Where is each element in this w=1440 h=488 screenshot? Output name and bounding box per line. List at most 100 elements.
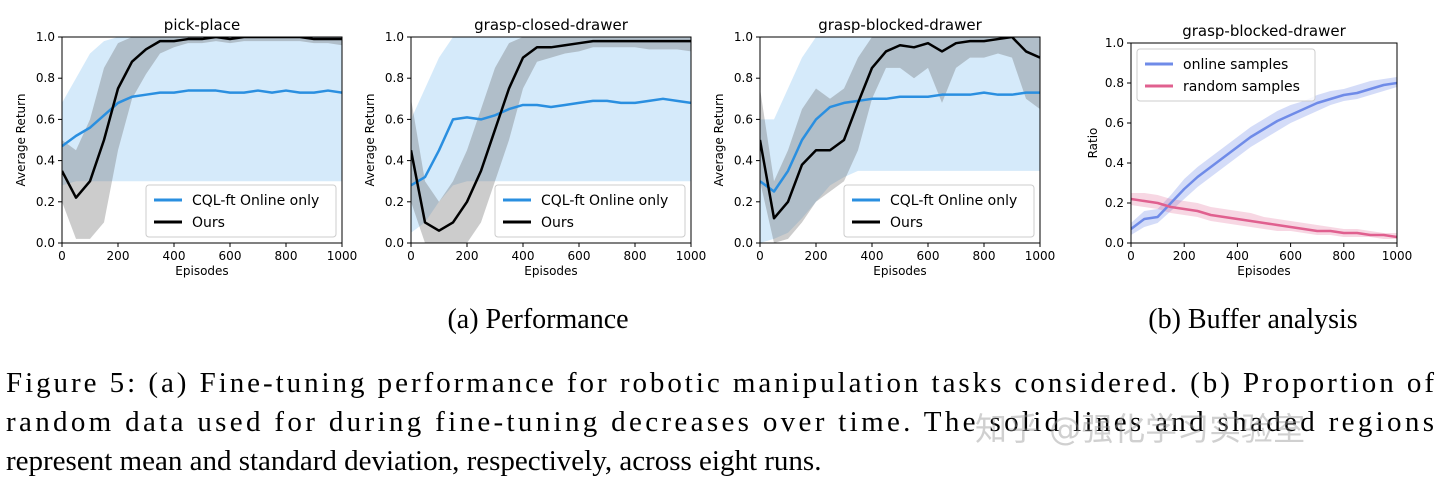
- mean-line: [411, 97, 691, 187]
- std-band: [62, 37, 342, 186]
- std-band: [62, 37, 342, 239]
- y-axis-label: Average Return: [712, 94, 726, 187]
- x-tick-label: 200: [107, 249, 130, 263]
- y-tick-label: 0.2: [734, 195, 753, 209]
- y-tick-label: 0.0: [734, 236, 753, 250]
- y-tick-label: 0.8: [36, 71, 55, 85]
- std-band: [760, 37, 1040, 243]
- mean-line: [62, 89, 342, 148]
- x-tick-label: 800: [1332, 249, 1355, 263]
- mean-line: [760, 91, 1040, 193]
- chart-title: grasp-blocked-drawer: [818, 16, 982, 34]
- chart-title: grasp-closed-drawer: [474, 16, 629, 34]
- y-tick-label: 0.2: [1105, 196, 1124, 210]
- y-tick-label: 0.0: [385, 236, 404, 250]
- y-tick-label: 1.0: [36, 30, 55, 44]
- x-axis-label: Episodes: [524, 264, 577, 278]
- x-tick-label: 800: [624, 249, 647, 263]
- y-tick-label: 0.4: [1105, 156, 1124, 170]
- subcaption: (b) Buffer analysis: [1148, 304, 1357, 335]
- std-band: [411, 37, 691, 233]
- plot-frame: [759, 36, 1041, 244]
- x-tick-label: 1000: [1025, 249, 1056, 263]
- mean-line: [1131, 81, 1397, 230]
- legend-box: [843, 184, 1035, 238]
- x-tick-label: 200: [805, 249, 828, 263]
- x-tick-label: 800: [973, 249, 996, 263]
- y-tick-label: 0.0: [36, 236, 55, 250]
- legend-label: CQL-ft Online only: [541, 193, 668, 209]
- y-tick-label: 0.8: [1105, 76, 1124, 90]
- y-tick-label: 0.8: [385, 71, 404, 85]
- x-tick-label: 200: [1173, 249, 1196, 263]
- legend-label: random samples: [1183, 79, 1300, 95]
- x-tick-label: 1000: [327, 249, 358, 263]
- x-tick-label: 600: [917, 249, 940, 263]
- chart: grasp-closed-drawer Episodes Average Retur…: [363, 16, 706, 278]
- x-tick-label: 600: [1279, 249, 1302, 263]
- y-tick-label: 0.6: [734, 112, 753, 126]
- mean-line: [62, 37, 342, 199]
- y-axis-label: Average Return: [14, 94, 28, 187]
- mean-line: [760, 37, 1040, 220]
- y-tick-label: 1.0: [385, 30, 404, 44]
- caption-line: Figure 5: (a) Fine-tuning performance fo…: [6, 367, 1434, 399]
- y-tick-label: 0.6: [1105, 116, 1124, 130]
- y-tick-label: 0.4: [385, 154, 404, 168]
- plot-frame: [410, 36, 692, 244]
- x-tick-label: 1000: [676, 249, 707, 263]
- chart: grasp-blocked-drawer Episodes Average Retu…: [712, 16, 1055, 278]
- plot-frame: [1130, 42, 1398, 244]
- x-tick-label: 400: [512, 249, 535, 263]
- caption-line: represent mean and standard deviation, r…: [6, 445, 821, 477]
- std-band: [411, 37, 691, 243]
- legend-box: [1136, 48, 1316, 102]
- y-tick-label: 0.2: [385, 195, 404, 209]
- x-tick-label: 0: [1127, 249, 1135, 263]
- chart-title: grasp-blocked-drawer: [1182, 22, 1346, 40]
- y-tick-label: 0.2: [36, 195, 55, 209]
- x-tick-label: 0: [407, 249, 415, 263]
- x-axis-label: Episodes: [873, 264, 926, 278]
- x-tick-label: 600: [219, 249, 242, 263]
- legend-label: CQL-ft Online only: [890, 193, 1017, 209]
- chart-title: pick-place: [164, 16, 240, 34]
- legend-label: Ours: [541, 215, 574, 231]
- legend-label: Ours: [192, 215, 225, 231]
- x-tick-label: 1000: [1382, 249, 1413, 263]
- legend-label: Ours: [890, 215, 923, 231]
- watermark: 知乎 @强化学习实验室: [975, 410, 1305, 448]
- x-tick-label: 200: [456, 249, 479, 263]
- legend-box: [145, 184, 337, 238]
- y-axis-label: Ratio: [1086, 128, 1100, 159]
- plot-frame: [61, 36, 343, 244]
- y-tick-label: 0.0: [1105, 236, 1124, 250]
- y-tick-label: 0.6: [385, 112, 404, 126]
- y-tick-label: 0.4: [36, 154, 55, 168]
- legend-box: [494, 184, 686, 238]
- x-tick-label: 400: [861, 249, 884, 263]
- x-tick-label: 400: [1226, 249, 1249, 263]
- mean-line: [1131, 197, 1397, 239]
- std-band: [1131, 77, 1397, 235]
- x-tick-label: 400: [163, 249, 186, 263]
- x-axis-label: Episodes: [175, 264, 228, 278]
- std-band: [1131, 193, 1397, 239]
- x-tick-label: 600: [568, 249, 591, 263]
- chart: pick-place Episodes Average Return 0 200 400 6…: [14, 16, 357, 278]
- x-axis-label: Episodes: [1237, 264, 1290, 278]
- subcaption: (a) Performance: [447, 304, 628, 335]
- y-tick-label: 1.0: [734, 30, 753, 44]
- y-tick-label: 0.4: [734, 154, 753, 168]
- y-tick-label: 1.0: [1105, 36, 1124, 50]
- mean-line: [411, 39, 691, 232]
- y-axis-label: Average Return: [363, 94, 377, 187]
- chart: grasp-blocked-drawer Episodes Ratio 0 200 400…: [1086, 22, 1412, 278]
- x-tick-label: 0: [756, 249, 764, 263]
- legend-label: CQL-ft Online only: [192, 193, 319, 209]
- legend-label: online samples: [1183, 57, 1288, 73]
- y-tick-label: 0.6: [36, 112, 55, 126]
- x-tick-label: 800: [275, 249, 298, 263]
- x-tick-label: 0: [58, 249, 66, 263]
